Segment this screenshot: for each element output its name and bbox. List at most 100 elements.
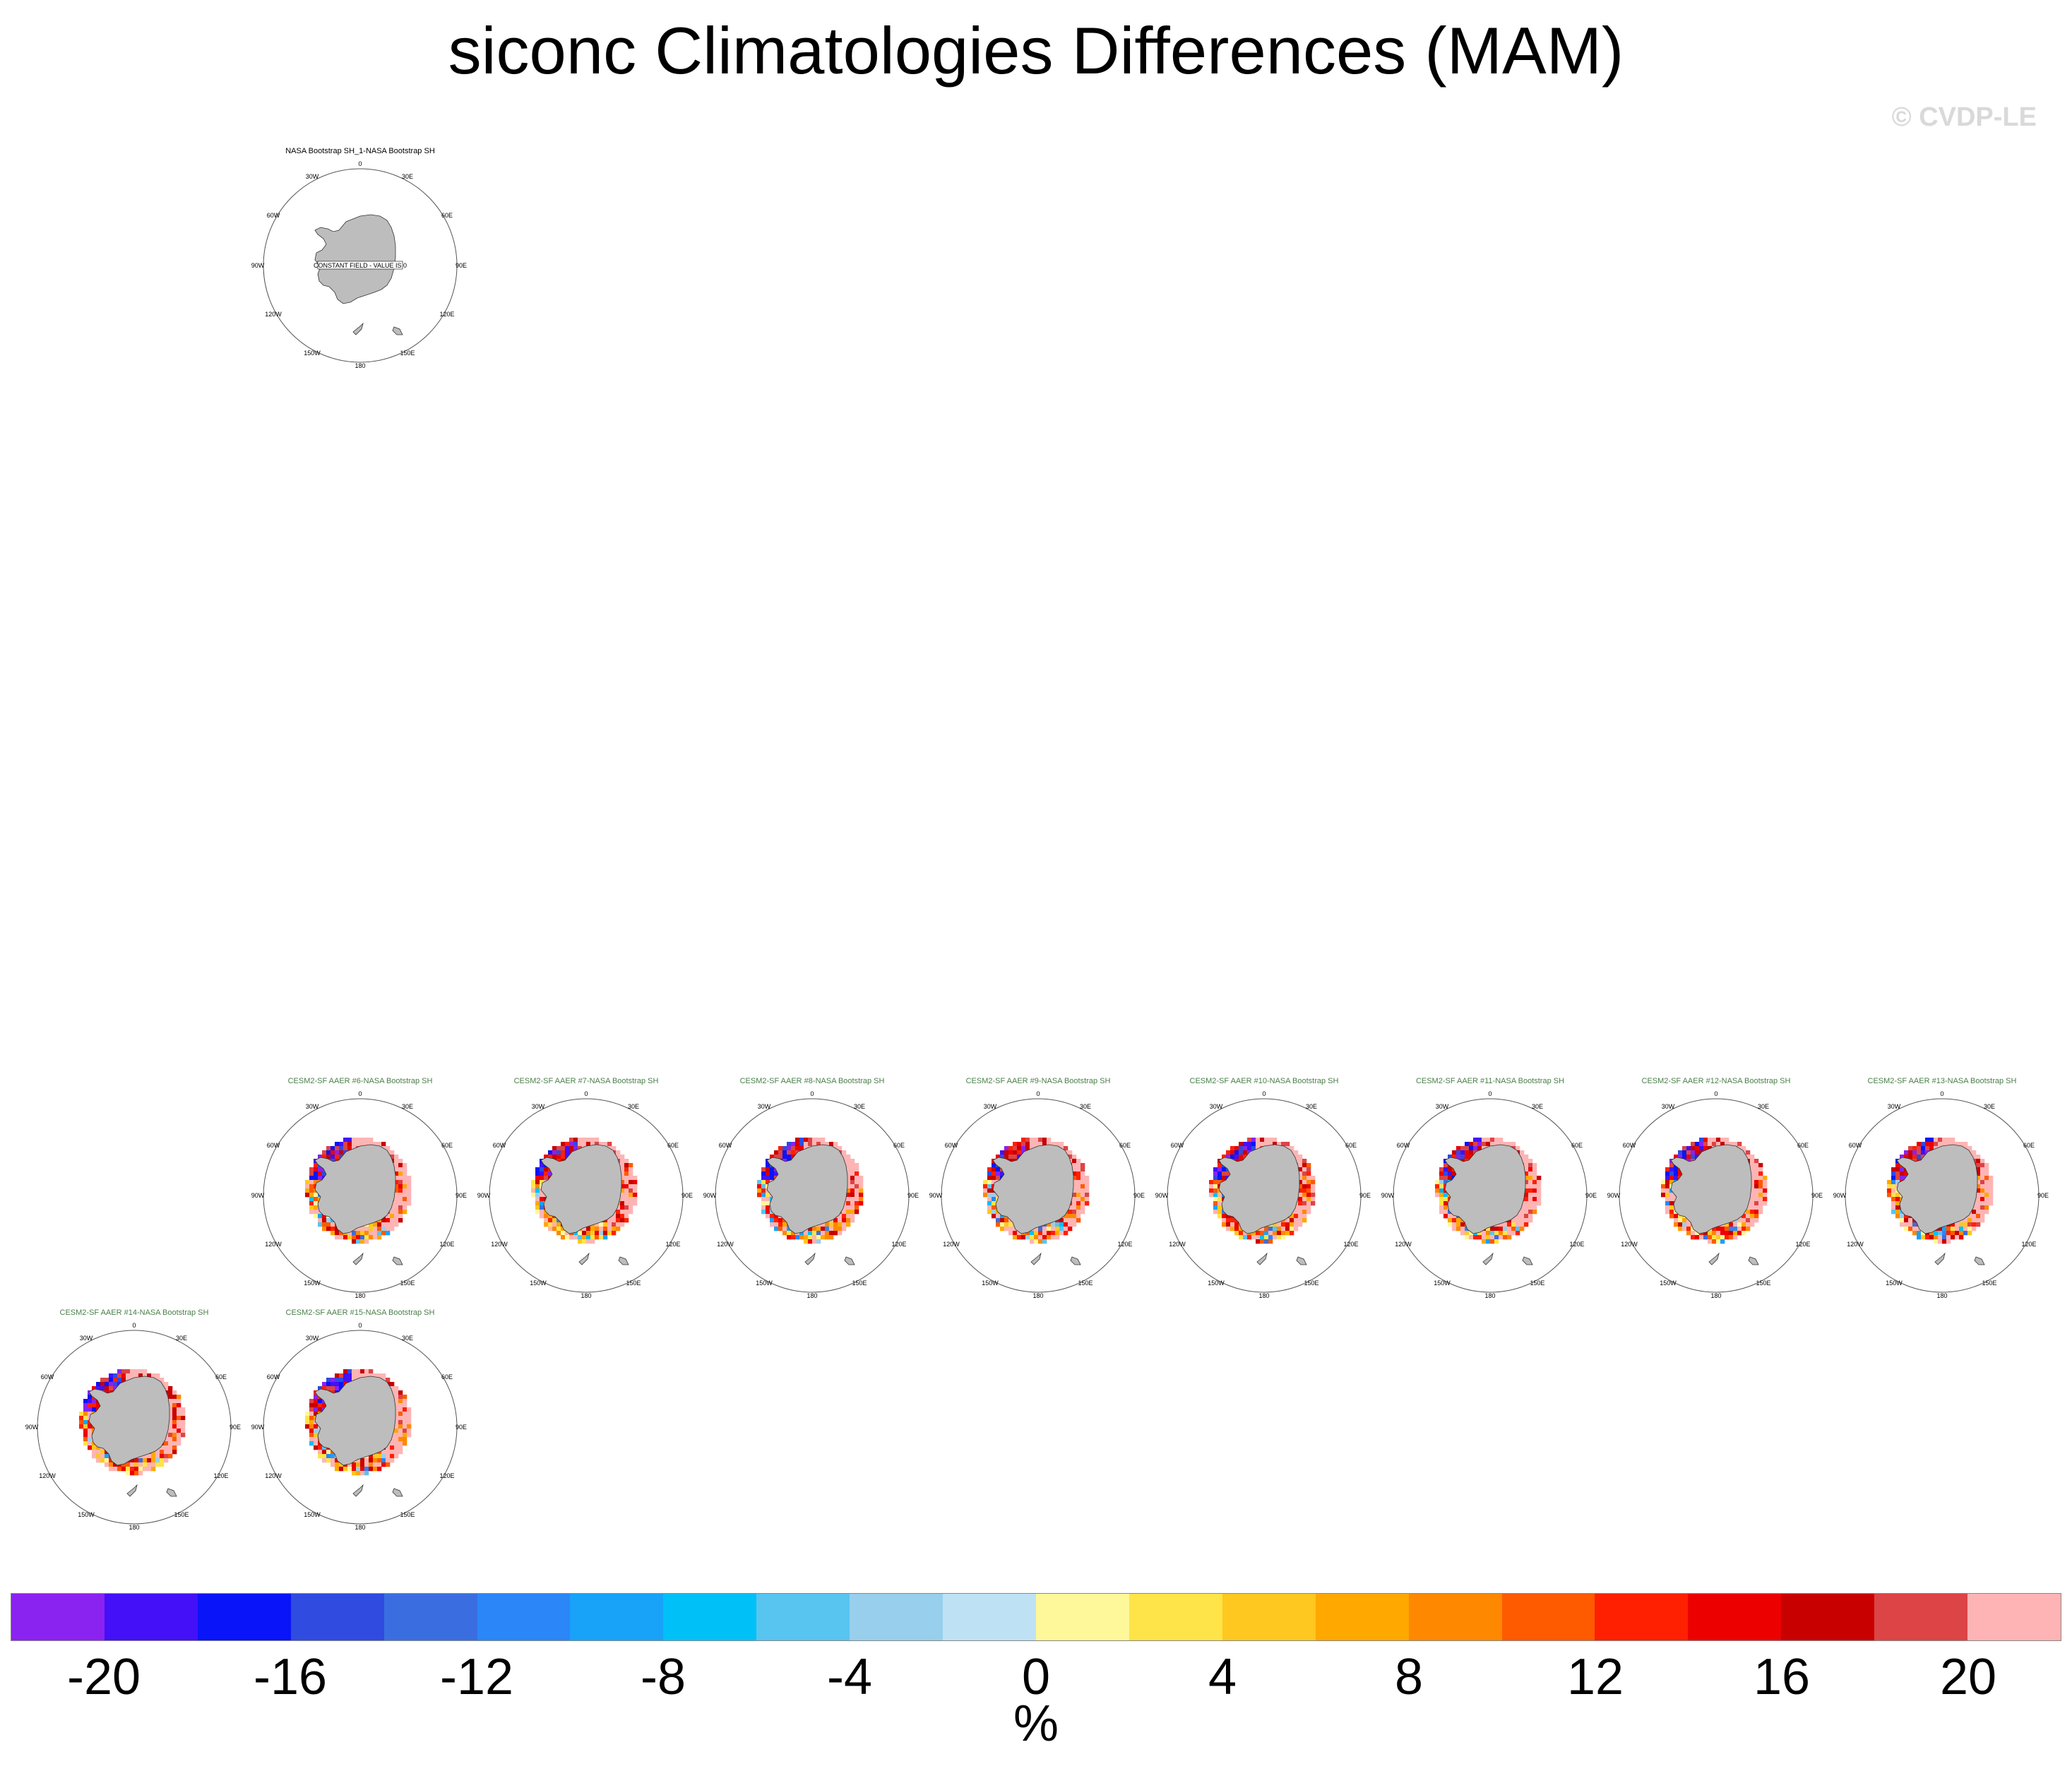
grid-cell: [398, 1395, 403, 1400]
grid-cell: [595, 1138, 600, 1143]
grid-cell: [88, 1395, 93, 1400]
grid-cell: [1904, 1155, 1909, 1159]
antarctica-landmass: [1670, 1144, 1752, 1234]
grid-cell: [1490, 1239, 1495, 1244]
grid-cell: [394, 1390, 399, 1395]
grid-cell: [987, 1184, 992, 1189]
grid-cell: [155, 1458, 160, 1463]
grid-cell: [996, 1176, 1001, 1181]
grid-cell: [352, 1231, 357, 1236]
grid-cell: [556, 1150, 561, 1155]
grid-cell: [1460, 1155, 1465, 1159]
constant-field-note: CONSTANT FIELD - VALUE IS 0: [314, 262, 407, 269]
longitude-label: 120E: [665, 1241, 680, 1248]
grid-cell: [326, 1222, 331, 1227]
grid-cell: [1674, 1214, 1679, 1219]
grid-cell: [1741, 1214, 1746, 1219]
grid-cell: [1921, 1150, 1926, 1155]
grid-cell: [833, 1222, 838, 1227]
grid-cell: [1976, 1155, 1981, 1159]
grid-cell: [172, 1416, 177, 1421]
grid-cell: [1281, 1227, 1286, 1232]
grid-cell: [531, 1193, 536, 1198]
grid-cell: [1900, 1167, 1905, 1172]
grid-cell: [1972, 1222, 1977, 1227]
grid-cell: [782, 1146, 787, 1151]
grid-cell: [624, 1176, 629, 1181]
grid-cell: [360, 1227, 365, 1232]
grid-cell: [1733, 1235, 1738, 1240]
grid-cell: [398, 1412, 403, 1417]
grid-cell: [305, 1416, 310, 1421]
grid-cell: [309, 1167, 314, 1172]
grid-cell: [1239, 1146, 1244, 1151]
grid-cell: [846, 1218, 851, 1223]
south-america-landmass: [1393, 1143, 1399, 1162]
grid-cell: [850, 1197, 855, 1202]
grid-cell: [105, 1458, 109, 1463]
grid-cell: [540, 1176, 544, 1181]
grid-cell: [1264, 1138, 1269, 1143]
grid-cell: [1507, 1222, 1512, 1227]
grid-cell: [1085, 1184, 1090, 1189]
grid-cell: [168, 1395, 173, 1400]
grid-cell: [1524, 1222, 1529, 1227]
island-landmass: [352, 322, 364, 335]
grid-cell: [1963, 1222, 1968, 1227]
grid-cell: [996, 1155, 1001, 1159]
grid-cell: [130, 1369, 135, 1374]
grid-cell: [377, 1458, 382, 1463]
antarctica-landmass: [540, 1144, 622, 1234]
grid-cell: [996, 1222, 1001, 1227]
grid-cell: [1758, 1197, 1763, 1202]
grid-cell: [1452, 1155, 1457, 1159]
grid-cell: [1537, 1180, 1542, 1185]
island-landmass: [392, 326, 403, 335]
grid-cell: [1984, 1205, 1989, 1210]
grid-cell: [1912, 1231, 1917, 1236]
grid-cell: [1750, 1193, 1755, 1198]
grid-cell: [1256, 1239, 1261, 1244]
grid-cell: [855, 1205, 859, 1210]
grid-cell: [1746, 1155, 1751, 1159]
grid-cell: [829, 1142, 834, 1147]
grid-cell: [403, 1399, 407, 1404]
grid-cell: [1942, 1138, 1947, 1143]
grid-cell: [766, 1214, 770, 1219]
south-america-landmass: [715, 1143, 721, 1162]
grid-cell: [1038, 1231, 1043, 1236]
grid-cell: [373, 1462, 378, 1467]
grid-cell: [624, 1197, 629, 1202]
grid-cell: [1712, 1235, 1717, 1240]
grid-cell: [1251, 1142, 1256, 1147]
grid-cell: [1239, 1227, 1244, 1232]
grid-cell: [1273, 1142, 1278, 1147]
grid-cell: [309, 1437, 314, 1442]
grid-cell: [816, 1142, 821, 1147]
grid-cell: [620, 1176, 625, 1181]
grid-cell: [1754, 1180, 1759, 1185]
grid-cell: [403, 1205, 407, 1210]
grid-cell: [1678, 1227, 1683, 1232]
grid-cell: [624, 1218, 629, 1223]
grid-cell: [88, 1412, 93, 1417]
grid-cell: [1758, 1180, 1763, 1185]
grid-cell: [407, 1416, 412, 1421]
grid-cell: [181, 1412, 186, 1417]
grid-cell: [1042, 1138, 1047, 1143]
grid-cell: [1763, 1201, 1768, 1206]
grid-cell: [1064, 1222, 1068, 1227]
grid-cell: [1891, 1176, 1896, 1181]
grid-cell: [799, 1235, 804, 1240]
grid-cell: [850, 1171, 855, 1176]
grid-cell: [1025, 1146, 1030, 1151]
grid-cell: [1758, 1210, 1763, 1215]
grid-cell: [1712, 1239, 1717, 1244]
grid-cell: [126, 1369, 131, 1374]
grid-cell: [168, 1416, 173, 1421]
longitude-label: 120W: [265, 311, 282, 318]
map-boundary: [263, 168, 458, 363]
grid-cell: [1042, 1235, 1047, 1240]
grid-cell: [535, 1184, 540, 1189]
grid-cell: [403, 1403, 407, 1408]
